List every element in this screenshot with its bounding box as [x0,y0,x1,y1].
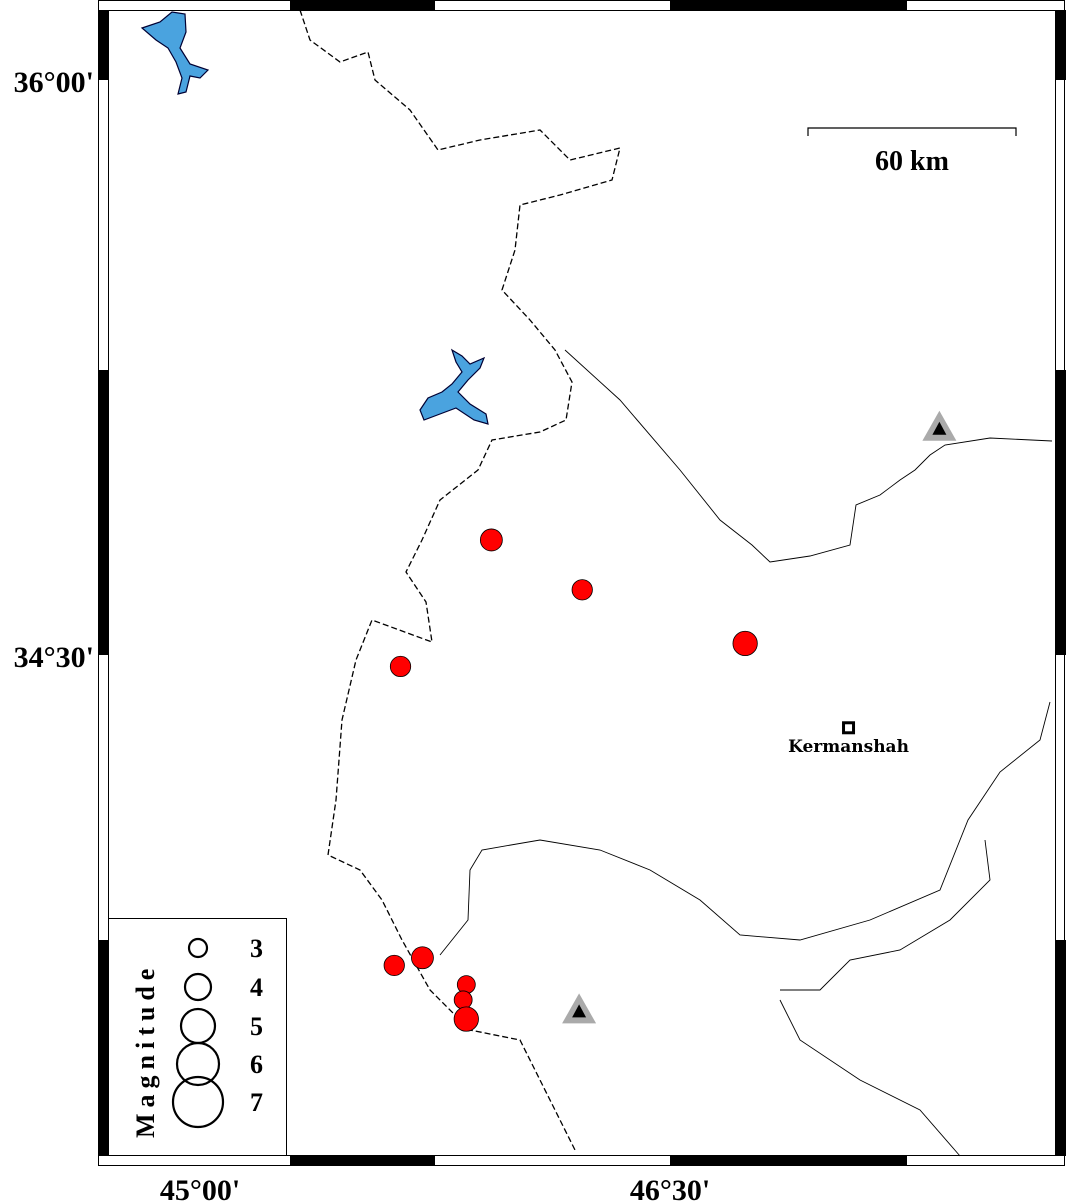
cities-layer: Kermanshah [788,721,909,757]
earthquake-event [732,630,758,657]
earthquake-event [456,975,476,994]
legend-circle [187,937,209,959]
city-marker-icon [842,721,856,735]
legend-magnitude-label: 7 [250,1088,263,1117]
scale-bar-label: 60 km [875,146,949,177]
lake-south [419,348,489,425]
events-layer [383,528,758,1032]
legend-circle [171,1075,225,1129]
city-label: Kermanshah [788,737,909,757]
legend-magnitude-label: 6 [250,1050,263,1079]
lat-label-34-30: 34°30' [14,641,94,674]
seismic-station-icon [562,993,597,1024]
earthquake-event [453,1006,479,1032]
lon-label-46-30: 46°30' [630,1174,710,1204]
lon-label-45: 45°00' [160,1174,240,1204]
legend-circle [175,1041,221,1087]
map-frame-inner [108,10,1056,1156]
earthquake-event [383,954,405,977]
province-border-east [780,839,991,991]
earthquake-event [411,946,434,970]
international-border [299,9,621,1151]
earthquake-event [453,990,473,1010]
seismic-station-icon [922,410,957,441]
earthquake-event [479,528,503,552]
legend-magnitude-label: 3 [250,934,263,963]
province-border-south [439,701,1051,956]
scale-bar: 60 km [807,127,1017,177]
frame-ticks [98,0,1066,1166]
province-border-north [564,349,1053,563]
province-border-southeast [779,999,961,1157]
stations-layer [562,410,957,1024]
magnitude-legend: Magnitude 3 4 5 6 7 [108,918,287,1156]
lat-label-36: 36°00' [14,66,94,99]
legend-magnitude-label: 5 [250,1012,263,1041]
lake-north [140,11,210,95]
earthquake-event [389,655,412,678]
earthquake-event [571,579,593,601]
legend-title: Magnitude [131,963,160,1138]
legend-circle [183,972,213,1002]
legend-magnitude-label: 4 [250,973,263,1002]
